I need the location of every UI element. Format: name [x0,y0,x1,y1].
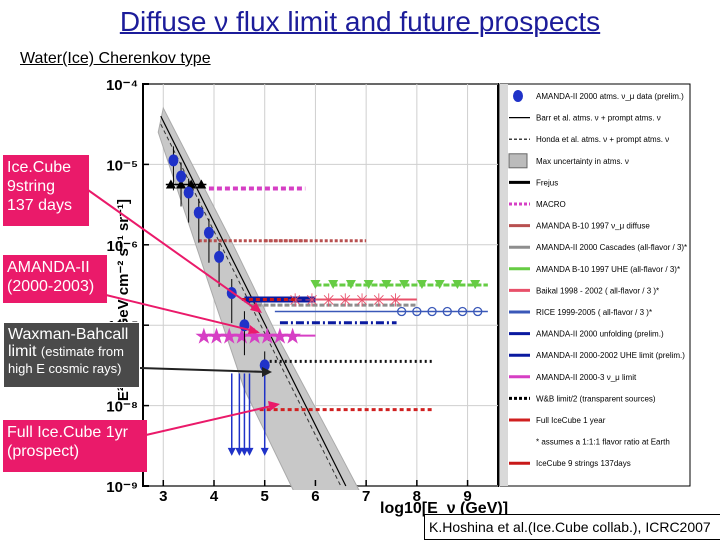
uhe-triangle [345,280,356,289]
legend-symbol [508,153,528,169]
arrow-head-amanda [248,325,260,334]
baikal-marker: ✳ [388,290,403,310]
rice-marker [412,306,422,317]
amanda-3nu-star: ★ [194,325,214,350]
uhe-triangle [452,280,463,289]
legend-edge [500,84,508,486]
amanda-data-point [183,186,194,199]
upper-limit-arrow [260,447,269,456]
baikal-marker: ✳ [321,290,336,310]
x-tick-labels: 3 4 5 6 7 8 9 [159,488,472,505]
callout-icecube9: Ice.Cube 9string 137 days [3,155,89,226]
subtitle: Water(Ice) Cherenkov type [20,50,211,67]
x-tick-label: 9 [463,488,471,505]
amanda-3nu-star: ★ [232,325,252,350]
axis-ticks [143,83,469,487]
rice-marker [457,306,468,317]
y-tick-label: 10⁻⁴ [106,77,138,94]
credit-line: K.Hoshina et al.(Ice.Cube collab.), ICRC… [424,514,720,540]
rice-marker [427,306,437,317]
data-marks: ✳ ✳ ✳ ✳ ✳ ✳ ✳★★★★★★★★ [165,146,488,456]
legend-label: Full IceCube 1 year [536,416,606,425]
uhe-triangle [328,280,339,289]
baikal-marker: ✳ [355,290,370,310]
amanda-data-point [176,170,187,183]
upper-limit-arrow [227,447,236,456]
amanda-3nu-star: ★ [257,325,277,350]
callout-amanda: AMANDA-II (2000-2003) [3,255,107,303]
amanda-3nu-star: ★ [219,325,239,350]
legend-label: Frejus [536,178,558,187]
x-tick-label: 6 [311,488,319,505]
arrow-icecube9 [87,189,261,313]
arrow-amanda [105,294,259,333]
baikal-marker: ✳ [304,290,319,310]
legend-label: Honda et al. atms. ν + prompt atms. ν [536,135,669,144]
legend: AMANDA-II 2000 atms. ν_μ data (prelim.) B… [499,83,691,487]
legend-box [499,83,691,487]
arrow-fullic [145,404,277,436]
amanda-data-point [214,250,225,263]
amanda-3nu-star: ★ [207,325,227,350]
legend-label: IceCube 9 strings 137days [536,459,631,468]
upper-limit-arrow [240,447,249,456]
y-tick-label: 10⁻⁸ [106,399,138,416]
rice-marker [442,306,452,317]
x-axis-label: log10[E_ν (GeV)] [380,500,508,517]
x-tick-label: 5 [261,488,269,505]
uhe-triangle [470,280,481,289]
legend-label: Barr et al. atms. ν + prompt atms. ν [536,114,661,123]
uhe-triangle [416,280,427,289]
arrow-head-wb [262,367,272,377]
legend-label: AMANDA-II 2000-2002 UHE limit (prelim.) [536,351,685,360]
rice-marker [473,306,483,317]
legend-label: Baikal 1998 - 2002 ( all-flavor / 3 )* [536,286,659,295]
amanda-3nu-star: ★ [270,325,290,350]
y-tick-label: 10⁻⁶ [106,238,138,255]
page-title: Diffuse ν flux limit and future prospect… [119,6,601,37]
legend-label: W&B limit/2 (transparent sources) [536,394,656,403]
amanda-data-point [203,226,214,239]
callout-waxman-bahcall: Waxman-Bahcall limit (estimate from high… [3,322,140,388]
uhe-triangle [310,280,321,289]
legend-label: AMANDA-II 2000 unfolding (prelim.) [536,330,664,339]
x-tick-label: 7 [362,488,370,505]
rice-marker [396,306,407,317]
baikal-marker: ✳ [288,290,303,310]
legend-label: MACRO [536,200,566,209]
baikal-marker: ✳ [371,290,386,310]
arrow-head-icecube9 [250,302,262,313]
amanda-data-point [193,206,204,219]
callout-arrows [87,189,280,436]
legend-symbol [513,90,523,102]
x-tick-label: 3 [159,488,167,505]
uhe-triangle [434,280,445,289]
legend-label: AMANDA B-10 1997 UHE (all-flavor / 3)* [536,265,680,274]
legend-label: AMANDA-II 2000 atms. ν_μ data (prelim.) [536,92,684,101]
callout-full-icecube: Full Ice.Cube 1yr (prospect) [3,420,147,472]
honda-line [160,123,342,487]
upper-limit-arrow [235,447,244,456]
upper-limit-arrow [245,447,254,456]
baikal-marker: ✳ [338,290,353,310]
amanda-data-point [168,154,179,167]
arrow-wb [139,367,269,373]
legend-label: AMANDA B-10 1997 ν_μ diffuse [536,222,650,231]
y-tick-label: 10⁻⁹ [106,479,138,496]
x-tick-label: 4 [210,488,219,505]
uhe-triangle [399,280,410,289]
y-tick-label: 10⁻⁵ [106,157,138,174]
uhe-triangle [363,280,374,289]
legend-label: AMANDA-II 2000 Cascades (all-flavor / 3)… [536,243,687,252]
uhe-triangle [381,280,392,289]
amanda-3nu-star: ★ [283,325,303,350]
x-tick-label: 8 [413,488,421,505]
legend-label: AMANDA-II 2000-3 ν_μ limit [536,373,637,382]
legend-label: Max uncertainty in atms. ν [536,157,629,166]
legend-label: * assumes a 1:1:1 flavor ratio at Earth [536,438,670,447]
arrow-head-fullic [268,401,280,411]
legend-label: RICE 1999-2005 ( all-flavor / 3 )* [536,308,652,317]
